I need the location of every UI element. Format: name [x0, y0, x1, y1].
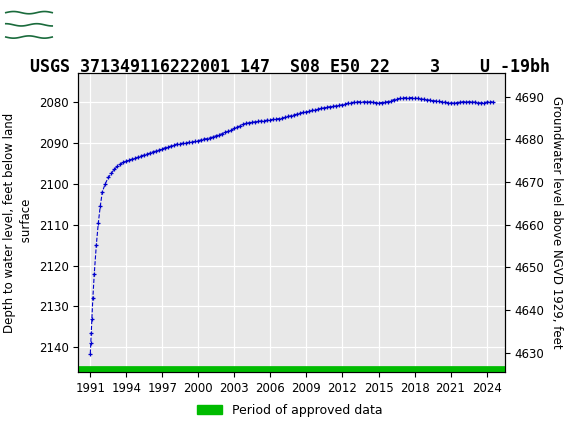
Text: USGS: USGS [61, 12, 125, 33]
Y-axis label: Groundwater level above NGVD 1929, feet: Groundwater level above NGVD 1929, feet [550, 96, 563, 349]
Bar [5, 3, 54, 42]
Y-axis label: Depth to water level, feet below land
 surface: Depth to water level, feet below land su… [3, 112, 33, 333]
Legend: Period of approved data: Period of approved data [192, 399, 388, 421]
Text: USGS 371349116222001 147  S08 E50 22    3    U -19bh: USGS 371349116222001 147 S08 E50 22 3 U … [30, 58, 550, 76]
